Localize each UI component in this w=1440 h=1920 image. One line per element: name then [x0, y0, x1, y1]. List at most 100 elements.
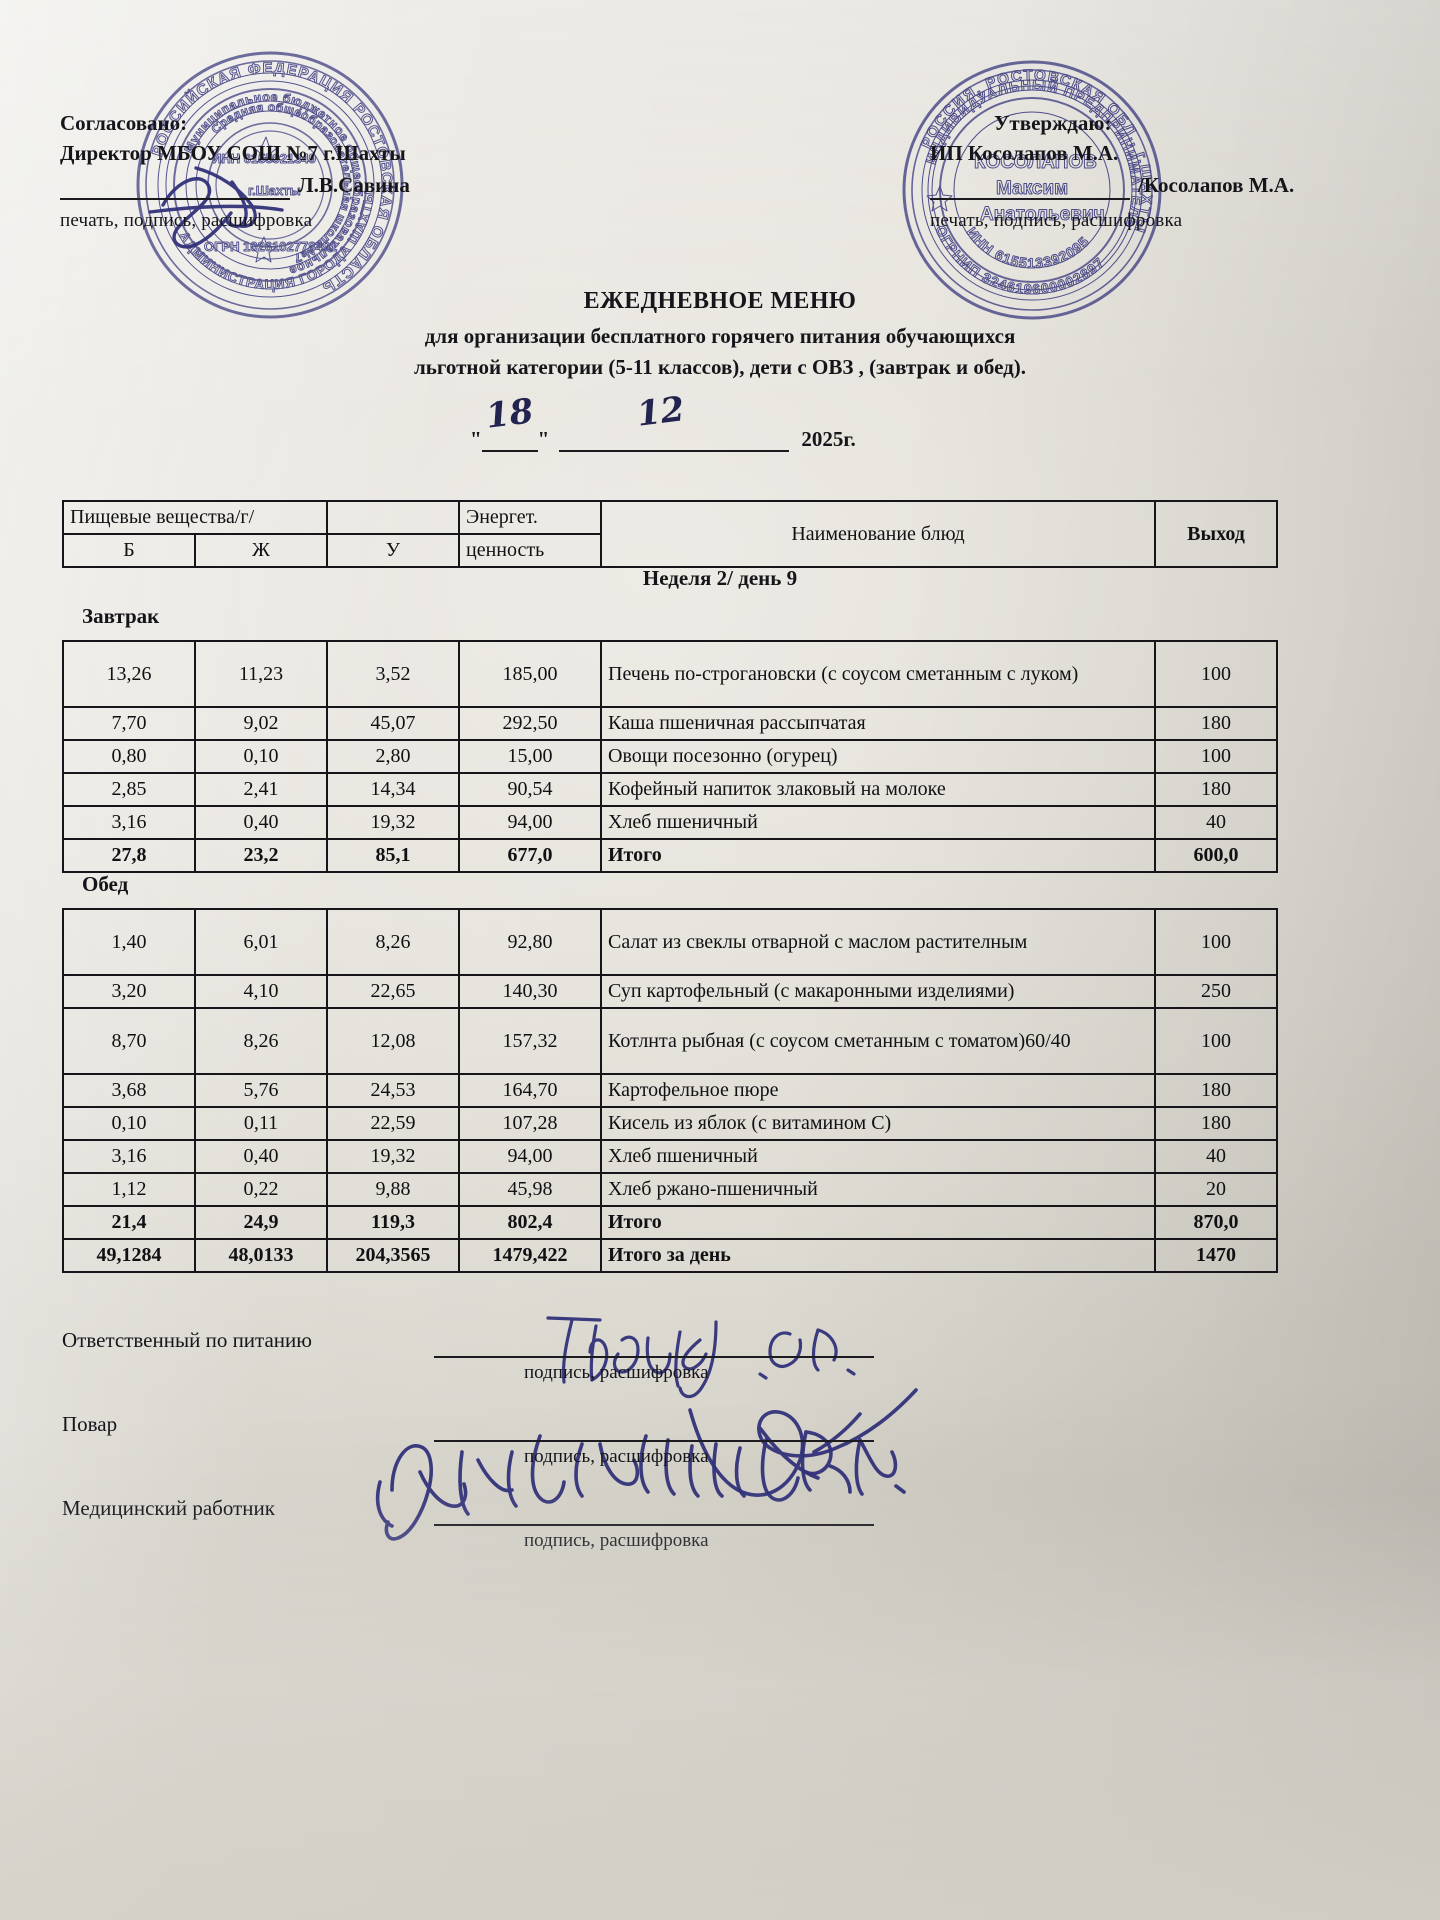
col-header-b: Б — [62, 533, 196, 568]
director-signature-slot: Л.В.Савина — [60, 170, 580, 204]
cell-output: 180 — [1154, 1073, 1278, 1108]
table-total-row: 21,4 24,9 119,3 802,4 Итого 870,0 — [62, 1205, 1278, 1240]
cell-protein: 27,8 — [62, 838, 196, 873]
table-header-row-1: Пищевые вещества/г/ Энергет. Наименовани… — [62, 500, 1278, 568]
cell-fat: 6,01 — [194, 908, 328, 976]
cell-output: 100 — [1154, 1007, 1278, 1075]
output-column-label: Выход — [1154, 500, 1278, 568]
cell-protein: 1,12 — [62, 1172, 196, 1207]
nutrients-label: Пищевые вещества/г/ — [62, 500, 328, 535]
header-left-block: Согласовано: Директор МБОУ СОШ №7 г.Шахт… — [60, 108, 580, 236]
cell-carbs: 12,08 — [326, 1007, 460, 1075]
dish-column-label: Наименование блюд — [600, 500, 1156, 568]
cell-energy: 94,00 — [458, 805, 602, 840]
date-row: " 18 " 12 2025г. — [470, 389, 856, 452]
cell-dish: Итого за день — [600, 1238, 1156, 1273]
cell-energy: 94,00 — [458, 1139, 602, 1174]
breakfast-label: Завтрак — [82, 604, 160, 628]
date-month-field[interactable]: 12 — [559, 389, 790, 452]
date-month-handwritten: 12 — [635, 389, 687, 435]
cell-fat: 11,23 — [194, 640, 328, 708]
cell-fat: 23,2 — [194, 838, 328, 873]
director-signature-rule — [60, 198, 290, 200]
cell-energy: 292,50 — [458, 706, 602, 741]
cell-protein: 13,26 — [62, 640, 196, 708]
cell-output: 180 — [1154, 1106, 1278, 1141]
date-quote-open: " — [470, 427, 482, 451]
cell-carbs: 24,53 — [326, 1073, 460, 1108]
signature-rule[interactable] — [434, 1440, 874, 1442]
signature-row: Ответственный по питанию подпись, расшифр… — [62, 1316, 1212, 1400]
cell-energy: 90,54 — [458, 772, 602, 807]
cell-protein: 49,1284 — [62, 1238, 196, 1273]
lunch-table: 1,40 6,01 8,26 92,80 Салат из свеклы отварно… — [62, 908, 1278, 1273]
signature-rule[interactable] — [434, 1356, 874, 1358]
signature-role-label: Ответственный по питанию — [62, 1328, 312, 1352]
entrepreneur-signature-rule — [930, 198, 1130, 200]
cell-protein: 3,68 — [62, 1073, 196, 1108]
director-line: Директор МБОУ СОШ №7 г.Шахты — [60, 141, 406, 165]
svg-text:ОГРН 1026102778491: ОГРН 1026102778491 — [204, 239, 337, 254]
cell-energy: 107,28 — [458, 1106, 602, 1141]
cell-carbs: 8,26 — [326, 908, 460, 976]
cell-carbs: 14,34 — [326, 772, 460, 807]
cell-fat: 0,11 — [194, 1106, 328, 1141]
col-header-u: У — [326, 533, 460, 568]
cell-energy: 164,70 — [458, 1073, 602, 1108]
signature-caption: подпись, расшифровка — [524, 1362, 709, 1383]
agreed-label: Согласовано: — [60, 111, 188, 135]
entrepreneur-line: ИП Косолапов М.А. — [930, 141, 1119, 165]
approve-label: Утверждаю: — [994, 111, 1112, 135]
cell-output: 100 — [1154, 908, 1278, 976]
lunch-rows: 1,40 6,01 8,26 92,80 Салат из свеклы отварно… — [62, 908, 1278, 1273]
cell-output: 180 — [1154, 772, 1278, 807]
director-caption: печать, подпись, расшифровка — [60, 210, 313, 231]
signature-footer: Ответственный по питанию подпись, расшифр… — [62, 1316, 1212, 1568]
signature-caption: подпись, расшифровка — [524, 1446, 709, 1467]
entrepreneur-name: /Косолапов М.А. — [1138, 173, 1295, 197]
cell-fat: 0,40 — [194, 805, 328, 840]
director-name: Л.В.Савина — [298, 173, 410, 197]
table-row: 1,12 0,22 9,88 45,98 Хлеб ржано-пшеничный 20 — [62, 1172, 1278, 1207]
cell-output: 180 — [1154, 706, 1278, 741]
title-block: ЕЖЕДНЕВНОЕ МЕНЮ для организации бесплатн… — [0, 288, 1440, 383]
week-day-label: Неделя 2/ день 9 — [642, 566, 798, 590]
page-title: ЕЖЕДНЕВНОЕ МЕНЮ — [583, 288, 857, 314]
cell-fat: 48,0133 — [194, 1238, 328, 1273]
table-total-row: 27,8 23,2 85,1 677,0 Итого 600,0 — [62, 838, 1278, 873]
cell-fat: 5,76 — [194, 1073, 328, 1108]
table-row: 3,16 0,40 19,32 94,00 Хлеб пшеничный 40 — [62, 1139, 1278, 1174]
cell-protein: 3,20 — [62, 974, 196, 1009]
table-row: 3,68 5,76 24,53 164,70 Картофельное пюре 180 — [62, 1073, 1278, 1108]
cell-energy: 185,00 — [458, 640, 602, 708]
cell-carbs: 19,32 — [326, 805, 460, 840]
cell-carbs: 22,59 — [326, 1106, 460, 1141]
table-row: 1,40 6,01 8,26 92,80 Салат из свеклы отварно… — [62, 908, 1278, 976]
cell-output: 20 — [1154, 1172, 1278, 1207]
cell-dish: Хлеб пшеничный — [600, 1139, 1156, 1174]
cell-energy: 802,4 — [458, 1205, 602, 1240]
header-right-block: Утверждаю: ИП Косолапов М.А. /Косолапов … — [930, 108, 1350, 236]
signature-rule[interactable] — [434, 1524, 874, 1526]
cell-carbs: 119,3 — [326, 1205, 460, 1240]
cell-dish: Суп картофельный (с макаронными изделиям… — [600, 974, 1156, 1009]
table-header: Пищевые вещества/г/ Энергет. Наименовани… — [62, 500, 1278, 568]
signature-caption: подпись, расшифровка — [524, 1530, 709, 1551]
table-row: 0,10 0,11 22,59 107,28 Кисель из яблок (с ви… — [62, 1106, 1278, 1141]
cell-carbs: 85,1 — [326, 838, 460, 873]
date-year-label: 2025г. — [801, 427, 856, 451]
cell-output: 40 — [1154, 805, 1278, 840]
date-day-field[interactable]: 18 — [481, 391, 538, 452]
subtitle-line-1: для организации бесплатного горячего пит… — [424, 324, 1016, 348]
cell-protein: 7,70 — [62, 706, 196, 741]
cell-fat: 2,41 — [194, 772, 328, 807]
subtitle-line-2: льготной категории (5-11 классов), дети … — [413, 355, 1026, 379]
breakfast-rows: 13,26 11,23 3,52 185,00 Печень по-строгановс… — [62, 640, 1278, 873]
cell-protein: 21,4 — [62, 1205, 196, 1240]
cell-protein: 3,16 — [62, 805, 196, 840]
table-row: 0,80 0,10 2,80 15,00 Овощи посезонно (огурец… — [62, 739, 1278, 774]
cell-carbs: 3,52 — [326, 640, 460, 708]
cell-output: 250 — [1154, 974, 1278, 1009]
cell-fat: 9,02 — [194, 706, 328, 741]
signature-row: Повар подпись, расшифровка — [62, 1400, 1212, 1484]
